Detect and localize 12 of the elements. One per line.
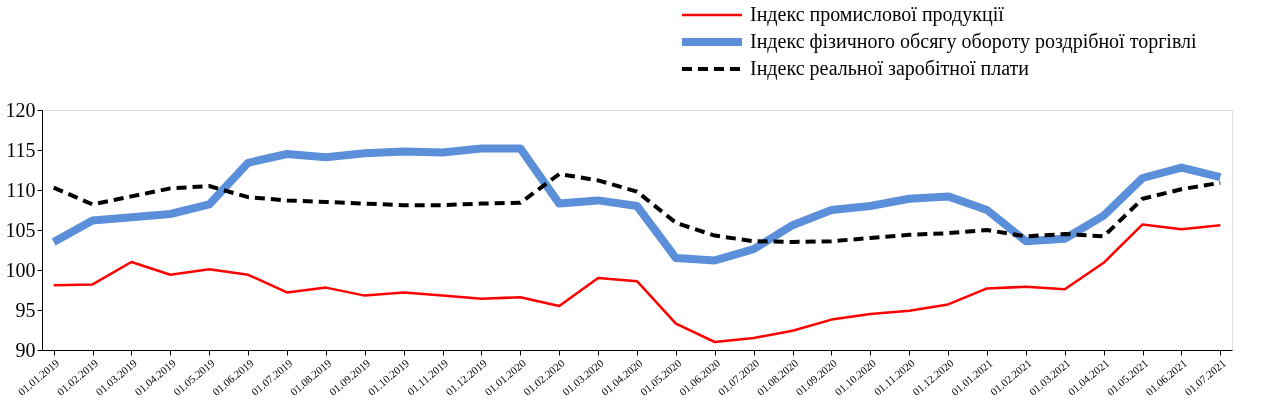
legend-label: Індекс промислової продукції <box>750 3 1005 26</box>
line-series <box>51 172 1223 244</box>
y-tick-label: 95 <box>15 298 36 321</box>
y-tick-label: 90 <box>15 338 36 361</box>
y-tick-label: 105 <box>5 218 36 241</box>
y-tick-label: 115 <box>6 138 36 161</box>
legend-label: Індекс реальної заробітної плати <box>750 57 1030 80</box>
legend-label: Індекс фізичного обсягу обороту роздрібної торгівлі <box>750 30 1198 53</box>
y-tick-label: 100 <box>5 258 36 281</box>
line-series <box>52 223 1222 344</box>
y-tick-label: 110 <box>6 178 36 201</box>
y-tick-label: 120 <box>5 98 36 121</box>
